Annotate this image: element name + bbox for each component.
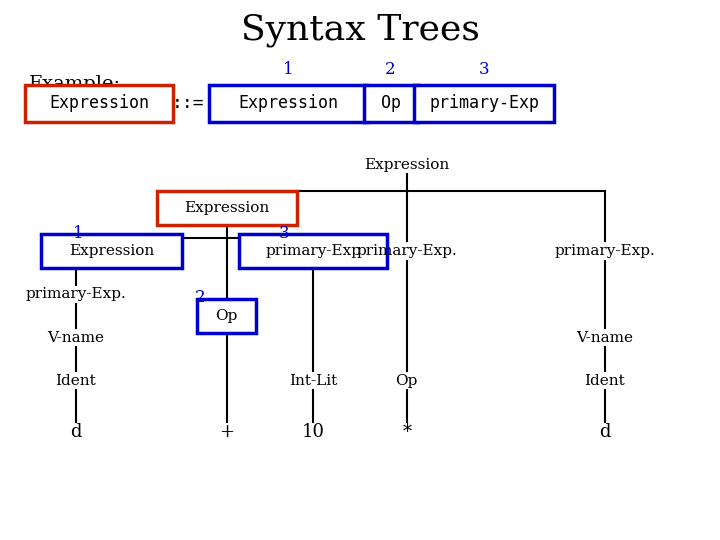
Text: Expression: Expression bbox=[364, 158, 449, 172]
Text: primary-Exp.: primary-Exp. bbox=[554, 244, 655, 258]
Text: d: d bbox=[599, 423, 611, 441]
Text: Expression: Expression bbox=[184, 201, 269, 215]
Text: ::=: ::= bbox=[171, 94, 204, 112]
FancyBboxPatch shape bbox=[25, 85, 173, 122]
Text: +: + bbox=[220, 423, 234, 441]
Text: V-name: V-name bbox=[576, 330, 634, 345]
Text: V-name: V-name bbox=[47, 330, 104, 345]
FancyBboxPatch shape bbox=[42, 234, 181, 268]
Text: 10: 10 bbox=[302, 423, 325, 441]
Text: 3: 3 bbox=[479, 61, 490, 78]
Text: 1: 1 bbox=[73, 225, 83, 242]
Text: primary-Exp: primary-Exp bbox=[265, 244, 361, 258]
Text: Int-Lit: Int-Lit bbox=[289, 374, 338, 388]
Text: Expression: Expression bbox=[69, 244, 154, 258]
Text: primary-Exp.: primary-Exp. bbox=[356, 244, 457, 258]
Text: Ident: Ident bbox=[55, 374, 96, 388]
FancyBboxPatch shape bbox=[364, 85, 418, 122]
FancyBboxPatch shape bbox=[239, 234, 387, 268]
Text: 2: 2 bbox=[385, 61, 396, 78]
FancyBboxPatch shape bbox=[414, 85, 554, 122]
Text: *: * bbox=[402, 423, 411, 441]
Text: d: d bbox=[70, 423, 81, 441]
Text: 3: 3 bbox=[279, 225, 289, 242]
FancyBboxPatch shape bbox=[209, 85, 367, 122]
Text: Expression: Expression bbox=[238, 94, 338, 112]
FancyBboxPatch shape bbox=[197, 299, 256, 333]
Text: Expression: Expression bbox=[49, 94, 149, 112]
Text: Op: Op bbox=[381, 94, 400, 112]
Text: 1: 1 bbox=[283, 61, 293, 78]
Text: Op: Op bbox=[395, 374, 418, 388]
Text: primary-Exp: primary-Exp bbox=[429, 94, 539, 112]
Text: Ident: Ident bbox=[585, 374, 625, 388]
Text: 2: 2 bbox=[195, 288, 205, 306]
Text: Syntax Trees: Syntax Trees bbox=[240, 13, 480, 46]
Text: primary-Exp.: primary-Exp. bbox=[25, 287, 126, 301]
Text: Example:: Example: bbox=[29, 75, 121, 93]
Text: Op: Op bbox=[215, 309, 238, 323]
FancyBboxPatch shape bbox=[157, 191, 297, 225]
